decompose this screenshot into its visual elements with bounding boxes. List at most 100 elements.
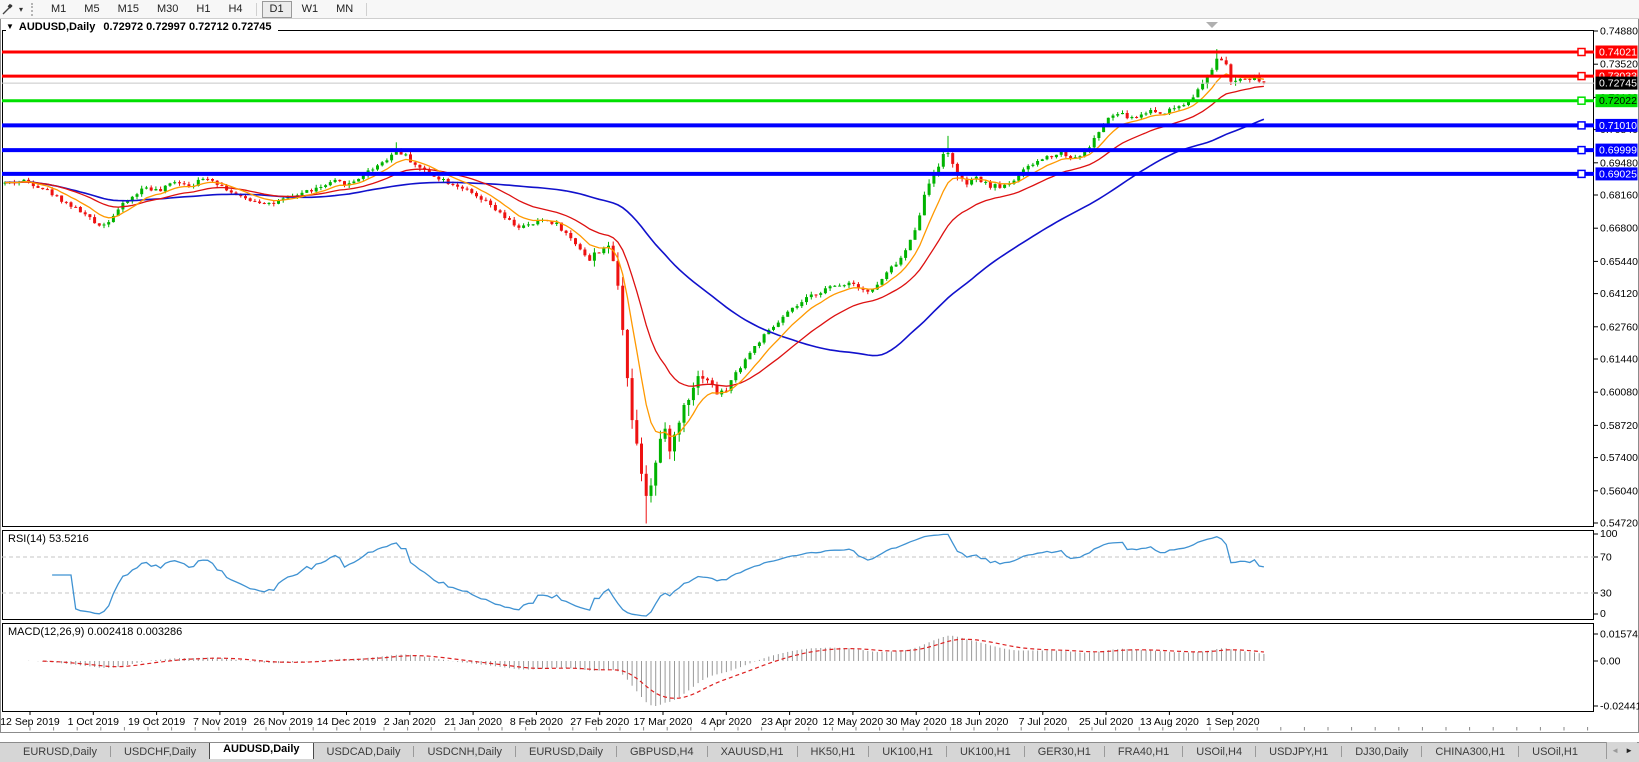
date-label: 8 Feb 2020 [510,716,563,728]
hline-handle[interactable] [1577,169,1586,179]
tab-xauusd-h1[interactable]: XAUUSD,H1 [720,745,784,758]
date-label: 1 Oct 2019 [68,716,120,728]
timeframe-button-d1[interactable]: D1 [261,0,292,18]
timeframe-button-h1[interactable]: H1 [196,2,211,15]
date-label: 21 Jan 2020 [444,716,502,728]
collapse-triangle-icon[interactable]: ▼ [6,22,14,31]
price-tick-label: 0.64120 [1600,288,1638,300]
timeframe-button-m30[interactable]: M30 [156,2,179,15]
price-badge [1595,94,1638,108]
tab-separator [1023,746,1025,757]
date-label: 13 Aug 2020 [1140,716,1199,728]
tab-usdcad-daily[interactable]: USDCAD,Daily [326,745,401,758]
price-tick-label: 0.57400 [1600,452,1638,464]
date-label: 14 Dec 2019 [317,716,377,728]
price-badge-label: 0.72745 [1599,78,1637,90]
tab-scroll-left-icon[interactable]: ◄ [1611,746,1620,755]
window-bottom-strip [0,759,1639,762]
tab-separator [868,746,870,757]
timeframe-button-m1[interactable]: M1 [51,2,67,15]
tab-usoil-h1[interactable]: USOil,H1 [1532,745,1578,758]
date-label: 27 Feb 2020 [570,716,629,728]
timeframe-button-m5[interactable]: M5 [84,2,100,15]
chart-title[interactable]: ▼ AUDUSD,Daily 0.72972 0.72997 0.72712 0.7… [6,21,278,34]
dropdown-caret-icon[interactable]: ▾ [19,4,24,14]
rsi-axis-label: 70 [1600,552,1612,564]
tab-eurusd-daily[interactable]: EURUSD,Daily [23,745,97,758]
macd-axis-label: -0.024412 [1600,701,1639,713]
rsi-line [52,533,1265,617]
tab-hk50-h1[interactable]: HK50,H1 [810,745,856,758]
tab-china300-h1[interactable]: CHINA300,H1 [1435,745,1506,758]
hline-handle[interactable] [1577,71,1586,81]
rsi-level-lines [2,556,1594,594]
date-label: 23 Apr 2020 [761,716,818,728]
tab-ger30-h1[interactable]: GER30,H1 [1037,745,1091,758]
tab-separator [796,746,798,757]
price-tick-label: 0.74880 [1600,26,1638,38]
chart-shift-marker-icon[interactable] [1206,22,1218,28]
tab-gbpusd-h4[interactable]: GBPUSD,H4 [630,745,694,758]
date-axis[interactable]: 12 Sep 2019 1 Oct 2019 19 Oct 2019 7 Nov 20… [0,711,1589,731]
tab-usoil-h4[interactable]: USOil,H4 [1196,745,1243,758]
date-label: 2 Jan 2020 [384,716,436,728]
tab-separator [1341,746,1343,757]
price-badge [1595,143,1638,157]
tab-scroll-right-icon[interactable]: ► [1625,746,1633,755]
tab-uk100-h1[interactable]: UK100,H1 [959,745,1011,758]
tab-uk100-h1[interactable]: UK100,H1 [882,745,933,758]
macd-plot-frame [2,623,1594,712]
price-badge-label: 0.71010 [1599,120,1637,132]
toolbar-grip[interactable] [31,2,36,16]
tab-separator [706,746,708,757]
rsi-axis-label: 30 [1600,588,1612,600]
tab-dj30-daily[interactable]: DJ30,Daily [1355,745,1409,758]
price-tick-label: 0.56040 [1600,485,1638,497]
tab-separator [1421,746,1423,757]
date-label: 7 Nov 2019 [193,716,247,728]
timeframe-button-m15[interactable]: M15 [117,2,139,15]
timeframe-button-mn[interactable]: MN [336,2,354,15]
price-badge [1595,76,1638,90]
tab-usdcnh-daily[interactable]: USDCNH,Daily [427,745,503,758]
tab-separator [1103,746,1105,757]
macd-histogram [28,635,1265,706]
price-tick-label: 0.66800 [1600,223,1638,235]
rsi-plot-frame [2,530,1594,620]
tab-usdjpy-h1[interactable]: USDJPY,H1 [1269,745,1329,758]
crosshair-tool-icon[interactable] [1,2,17,16]
price-tick-label: 0.61440 [1600,354,1638,366]
rsi-indicator-label: RSI(14) 53.5216 [8,533,93,545]
tab-separator [1182,746,1184,757]
tab-separator [413,746,415,757]
tab-fra40-h1[interactable]: FRA40,H1 [1117,745,1170,758]
price-tick-label: 0.54720 [1600,518,1638,530]
tab-scroll-arrows: ◄ ► [1606,742,1637,759]
tab-separator [1518,746,1520,757]
timeframe-button-h4[interactable]: H4 [228,2,243,15]
date-label: 17 Mar 2020 [634,716,693,728]
rsi-axis-label: 0 [1600,608,1606,620]
ma-slow-line [4,118,1265,357]
price-badge [1595,118,1638,132]
tab-separator [109,746,111,757]
price-tick-label: 0.60080 [1600,387,1638,399]
chart-ohlc-values: 0.72972 0.72997 0.72712 0.72745 [103,21,272,33]
tab-audusd-daily[interactable]: AUDUSD,Daily [209,743,314,759]
hline-handle[interactable] [1577,47,1586,57]
tab-usdchf-daily[interactable]: USDCHF,Daily [123,745,197,758]
price-badge-label: 0.69025 [1599,168,1637,180]
price-tick-label: 0.58720 [1600,420,1638,432]
date-label: 18 Jun 2020 [951,716,1009,728]
timeframe-button-w1[interactable]: W1 [301,2,319,15]
tab-eurusd-daily[interactable]: EURUSD,Daily [529,745,603,758]
date-label: 12 Sep 2019 [0,716,60,728]
hline-handle[interactable] [1577,121,1586,130]
price-tick-label: 0.68160 [1600,190,1638,202]
price-badge-label: 0.74021 [1599,47,1637,59]
macd-signal-line [42,638,1264,699]
hline-handle[interactable] [1577,145,1586,155]
hline-handle[interactable] [1577,96,1586,105]
tab-separator [1255,746,1257,757]
